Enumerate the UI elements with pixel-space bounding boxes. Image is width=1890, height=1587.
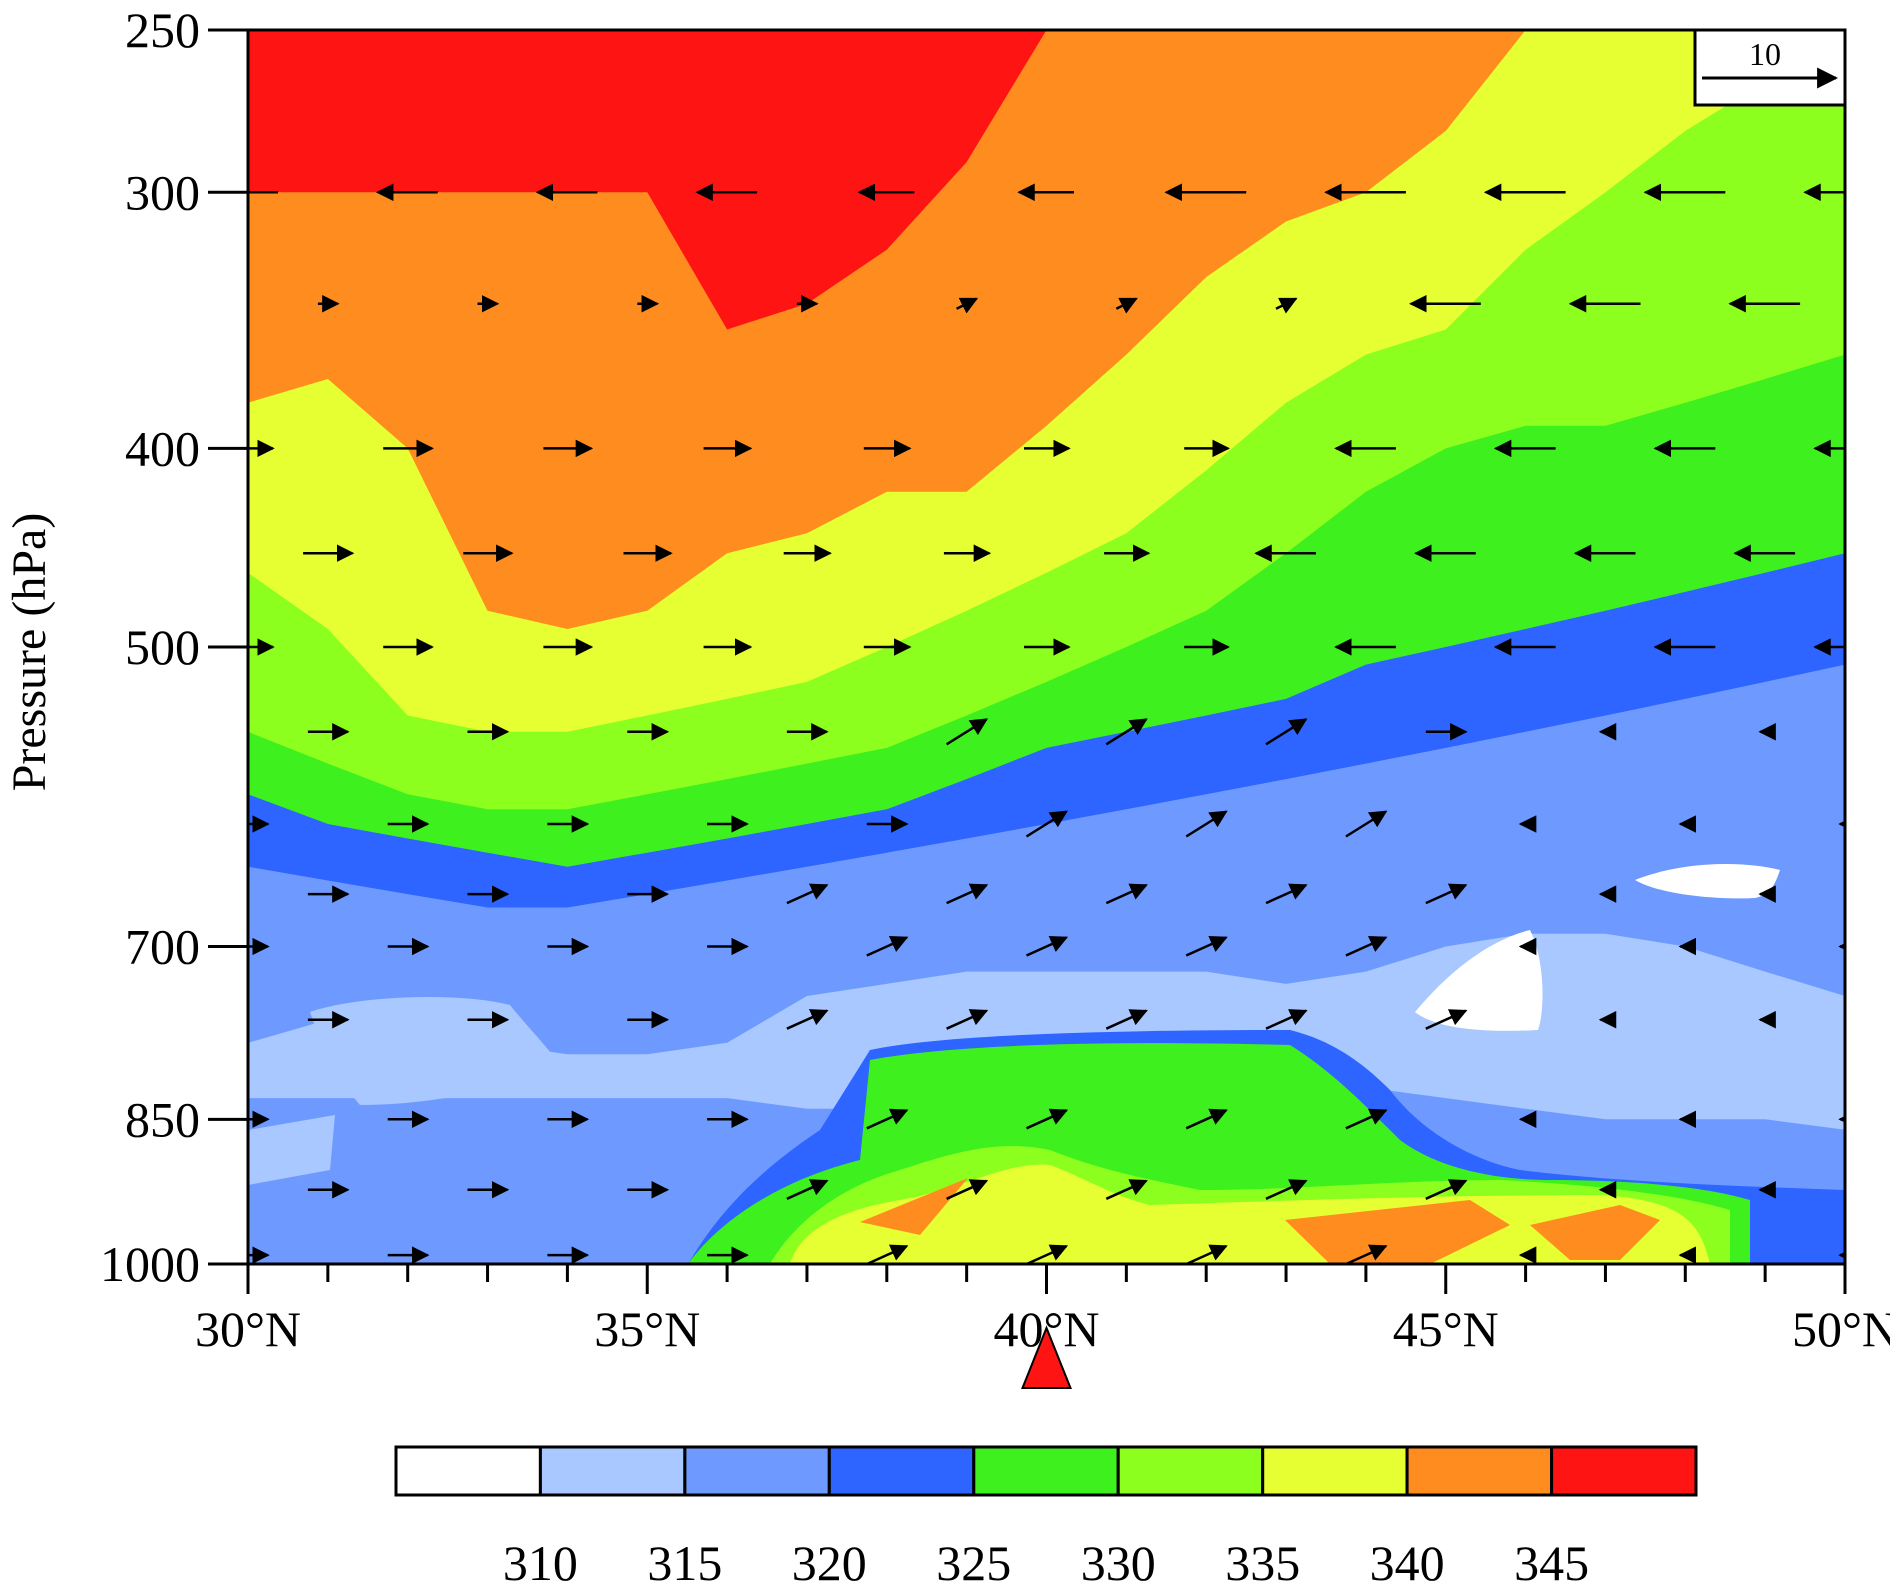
- y-tick-label: 1000: [100, 1236, 200, 1292]
- wind-vector: [786, 1009, 829, 1030]
- y-tick-label: 250: [125, 2, 200, 58]
- y-tick-label: 300: [125, 164, 200, 220]
- x-tick-label: 50°N: [1792, 1301, 1890, 1357]
- colorbar-label: 315: [647, 1535, 722, 1587]
- location-marker-triangle: [1021, 1325, 1072, 1389]
- wind-vector: [1025, 935, 1069, 957]
- colorbar-swatch: [683, 1445, 831, 1497]
- colorbar-label: 335: [1225, 1535, 1300, 1587]
- colorbar-swatch: [1405, 1445, 1553, 1497]
- colorbar-swatch: [394, 1445, 542, 1497]
- wind-vector: [866, 1244, 909, 1264]
- colorbar-label: 340: [1370, 1535, 1445, 1587]
- wind-vector: [1185, 1108, 1228, 1130]
- reference-vector: 10: [1693, 28, 1847, 107]
- wind-vector: [956, 297, 979, 314]
- white-patch-1: [1415, 930, 1543, 1031]
- wind-vector: [1185, 1244, 1228, 1264]
- colorbar-label: 345: [1514, 1535, 1589, 1587]
- wind-vector: [1105, 883, 1148, 905]
- wind-vector: [1345, 935, 1388, 957]
- wind-vector: [1105, 718, 1148, 746]
- y-tick-label: 500: [125, 619, 200, 675]
- y-axis-title: Pressure (hPa): [3, 513, 56, 792]
- colorbar-swatch: [972, 1445, 1120, 1497]
- colorbar-swatch: [1261, 1445, 1409, 1497]
- wind-vector: [1185, 810, 1228, 838]
- y-axis: 250 300 400 500 700 850 1000: [100, 2, 248, 1292]
- x-tick-label: 45°N: [1393, 1301, 1499, 1357]
- wind-vector: [1025, 1244, 1069, 1264]
- x-tick-label: 35°N: [594, 1301, 700, 1357]
- surface-orange-patch-3: [1530, 1205, 1660, 1260]
- wind-vector: [1265, 1009, 1308, 1030]
- x-axis: 30°N35°N40°N45°N50°N: [195, 1264, 1890, 1357]
- wind-vector: [866, 935, 909, 957]
- wind-vector: [786, 1179, 829, 1200]
- wind-vector: [1265, 718, 1308, 746]
- wind-vector: [1115, 297, 1138, 314]
- colorbar-label: 320: [792, 1535, 867, 1587]
- surface-orange-patch-1: [860, 1178, 968, 1235]
- wind-vector: [1265, 883, 1308, 905]
- colorbar-label: 310: [503, 1535, 578, 1587]
- wind-vector: [1025, 810, 1068, 838]
- colorbar-swatch: [1116, 1445, 1265, 1497]
- x-tick-label: 30°N: [195, 1301, 301, 1357]
- wind-vector: [946, 1179, 989, 1200]
- wind-vector: [945, 718, 989, 746]
- wind-vector: [866, 1108, 909, 1130]
- colorbar-label: 325: [936, 1535, 1011, 1587]
- colorbar: 310 315 320 325 330 335 340 345: [394, 1445, 1698, 1587]
- wind-vector: [946, 883, 989, 905]
- colorbar-swatch: [1550, 1445, 1698, 1497]
- colorbar-swatch: [827, 1445, 976, 1497]
- wind-vector: [946, 1009, 989, 1030]
- wind-vectors: [248, 183, 1845, 1264]
- wind-vector: [1185, 935, 1228, 957]
- wind-vector: [1025, 1108, 1069, 1130]
- wind-vector: [1425, 1009, 1468, 1030]
- white-patch-2: [1635, 864, 1780, 899]
- wind-vector: [1265, 1179, 1308, 1200]
- wind-vector: [1425, 1179, 1468, 1200]
- reference-vector-label: 10: [1749, 36, 1781, 72]
- wind-vector: [1345, 1108, 1388, 1130]
- colorbar-label: 330: [1081, 1535, 1156, 1587]
- wind-vector: [1345, 810, 1388, 838]
- plot-area: [248, 30, 1845, 1264]
- y-tick-label: 700: [125, 919, 200, 975]
- light-patch-sw: [248, 1115, 335, 1185]
- wind-vector: [1275, 297, 1298, 314]
- wind-vector: [1345, 1244, 1388, 1264]
- wind-vector: [1425, 883, 1468, 905]
- wind-vector: [1105, 1179, 1148, 1200]
- colorbar-swatch: [538, 1445, 687, 1497]
- y-tick-label: 400: [125, 420, 200, 476]
- wind-vector: [786, 883, 829, 905]
- wind-vector: [1105, 1009, 1148, 1030]
- y-tick-label: 850: [125, 1091, 200, 1147]
- surface-orange-patch-2: [1285, 1200, 1510, 1264]
